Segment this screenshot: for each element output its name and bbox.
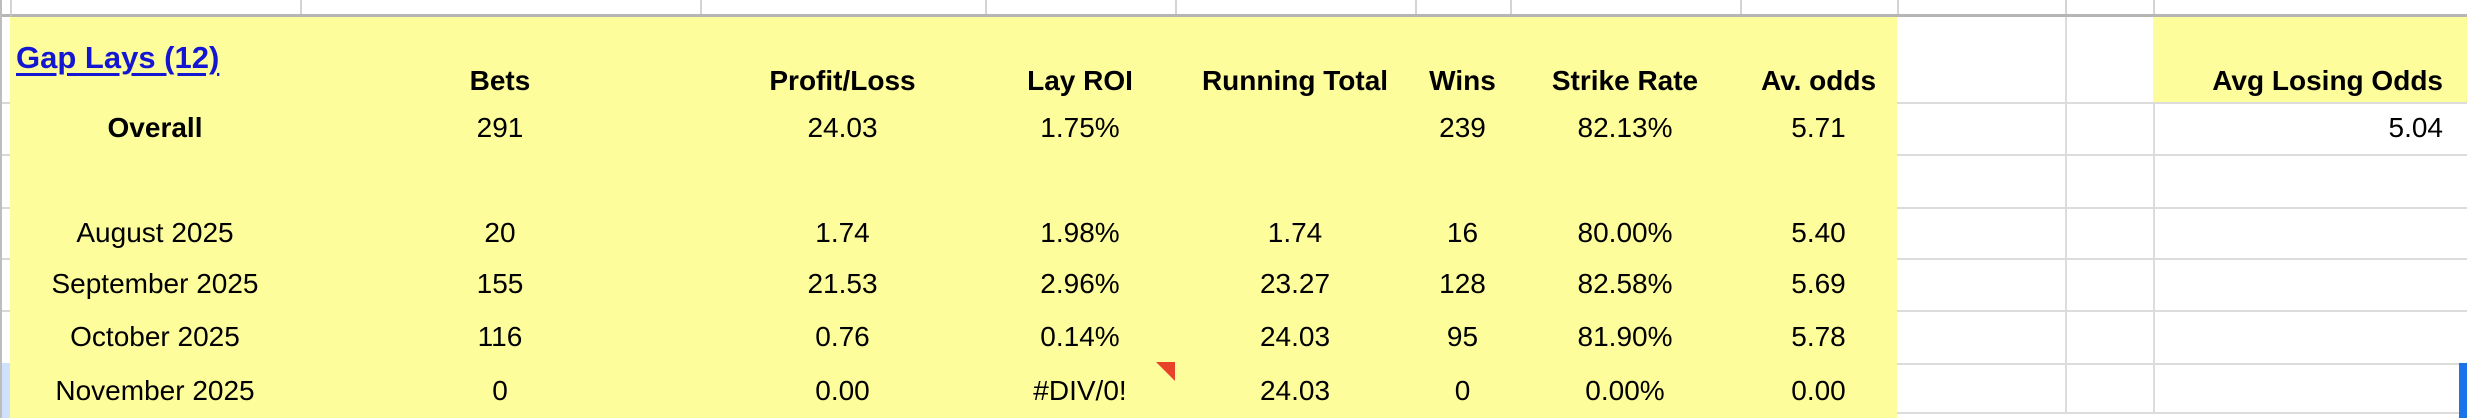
cell-october-wins[interactable]: 95: [1446, 320, 1479, 352]
avg-losing-odds-header[interactable]: Avg Losing Odds: [2212, 65, 2443, 96]
row-label-november-2025[interactable]: November 2025: [55, 374, 255, 406]
gridline: [1897, 363, 2467, 365]
cell-november-strike-rate[interactable]: 0.00%: [1585, 374, 1665, 406]
gridline: [1415, 0, 1417, 14]
column-header-profit-loss[interactable]: Profit/Loss: [769, 65, 916, 96]
cell-november-wins[interactable]: 0: [1454, 374, 1471, 406]
gridline: [0, 310, 10, 312]
gridline: [2065, 17, 2067, 414]
avg-losing-odds-value[interactable]: 5.04: [2388, 112, 2444, 143]
cell-september-av-odds[interactable]: 5.69: [1791, 268, 1846, 299]
column-header-bets[interactable]: Bets: [469, 65, 531, 96]
cell-october-lay-roi[interactable]: 0.14%: [1040, 320, 1120, 352]
gridline: [0, 102, 10, 104]
row-divider-line: [0, 14, 2467, 17]
gridline: [700, 0, 702, 14]
cell-overall-running-total[interactable]: [1175, 102, 1415, 154]
cell-october-running-total[interactable]: 24.03: [1259, 320, 1331, 352]
gridline: [985, 0, 987, 14]
gridline: [1740, 0, 1742, 14]
cell-august-wins[interactable]: 16: [1446, 216, 1479, 248]
cell-august-av-odds[interactable]: 5.40: [1791, 216, 1846, 248]
cell-overall-bets[interactable]: 291: [476, 112, 524, 143]
cell-september-lay-roi[interactable]: 2.96%: [1040, 268, 1120, 299]
gridline: [10, 0, 12, 14]
gridline: [1897, 0, 1899, 14]
gridline: [1510, 0, 1512, 14]
cell-overall-lay-roi[interactable]: 1.75%: [1040, 112, 1120, 143]
cell-october-bets[interactable]: 116: [477, 320, 523, 352]
gridline: [1897, 102, 2467, 104]
cell-october-strike-rate[interactable]: 81.90%: [1577, 320, 1673, 352]
cell-august-running-total[interactable]: 1.74: [1267, 216, 1323, 248]
highlighted-range: [10, 17, 1897, 418]
gridline: [1897, 412, 2467, 414]
cell-overall-profit-loss[interactable]: 24.03: [807, 112, 878, 143]
cell-september-wins[interactable]: 128: [1439, 268, 1486, 299]
cell-october-av-odds[interactable]: 5.78: [1791, 320, 1846, 352]
column-header-av-odds[interactable]: Av. odds: [1760, 65, 1877, 96]
cell-august-lay-roi[interactable]: 1.98%: [1040, 216, 1120, 248]
gridline: [0, 258, 10, 260]
row-label-august-2025[interactable]: August 2025: [76, 216, 234, 248]
gridline: [300, 0, 302, 14]
column-header-wins[interactable]: Wins: [1429, 65, 1496, 96]
column-header-lay-roi[interactable]: Lay ROI: [1027, 65, 1133, 96]
column-header-running-total[interactable]: Running Total: [1201, 65, 1389, 96]
cell-august-bets[interactable]: 20: [484, 216, 516, 248]
gridline: [1897, 154, 2467, 156]
selection-tint: [0, 363, 10, 418]
gridline: [1897, 258, 2467, 260]
gridline: [0, 154, 10, 156]
gridline: [2153, 102, 2155, 414]
cell-november-running-total[interactable]: 24.03: [1259, 374, 1331, 406]
row-label-september-2025[interactable]: September 2025: [51, 268, 259, 299]
gridline: [0, 207, 10, 209]
cell-overall-wins[interactable]: 239: [1439, 112, 1486, 143]
selection-border-bar: [2459, 363, 2467, 418]
row-label-overall[interactable]: Overall: [107, 112, 203, 143]
cell-overall-strike-rate[interactable]: 82.13%: [1577, 112, 1673, 143]
left-edge-line: [0, 0, 2, 418]
gridline: [1897, 310, 2467, 312]
gridline: [1897, 207, 2467, 209]
cell-november-profit-loss[interactable]: 0.00: [815, 374, 870, 406]
cell-october-profit-loss[interactable]: 0.76: [815, 320, 870, 352]
cell-november-bets[interactable]: 0: [492, 374, 508, 406]
cell-september-profit-loss[interactable]: 21.53: [807, 268, 878, 299]
cell-september-strike-rate[interactable]: 82.58%: [1577, 268, 1673, 299]
column-header-strike-rate[interactable]: Strike Rate: [1551, 65, 1699, 96]
gridline: [1175, 0, 1177, 14]
top-row-strip: [0, 0, 2467, 14]
cell-august-strike-rate[interactable]: 80.00%: [1577, 216, 1673, 248]
cell-november-av-odds[interactable]: 0.00: [1791, 374, 1846, 406]
cell-september-running-total[interactable]: 23.27: [1259, 268, 1331, 299]
gridline: [2065, 0, 2067, 14]
gap-lays-link[interactable]: Gap Lays (12): [16, 40, 220, 75]
gridline: [2153, 0, 2155, 14]
avg-losing-odds-header-cell[interactable]: [2153, 17, 2467, 102]
row-label-october-2025[interactable]: October 2025: [70, 320, 240, 352]
cell-september-bets[interactable]: 155: [476, 268, 524, 299]
cell-overall-av-odds[interactable]: 5.71: [1791, 112, 1846, 143]
cell-november-lay-roi[interactable]: #DIV/0!: [1033, 374, 1127, 406]
cell-august-profit-loss[interactable]: 1.74: [815, 216, 870, 248]
